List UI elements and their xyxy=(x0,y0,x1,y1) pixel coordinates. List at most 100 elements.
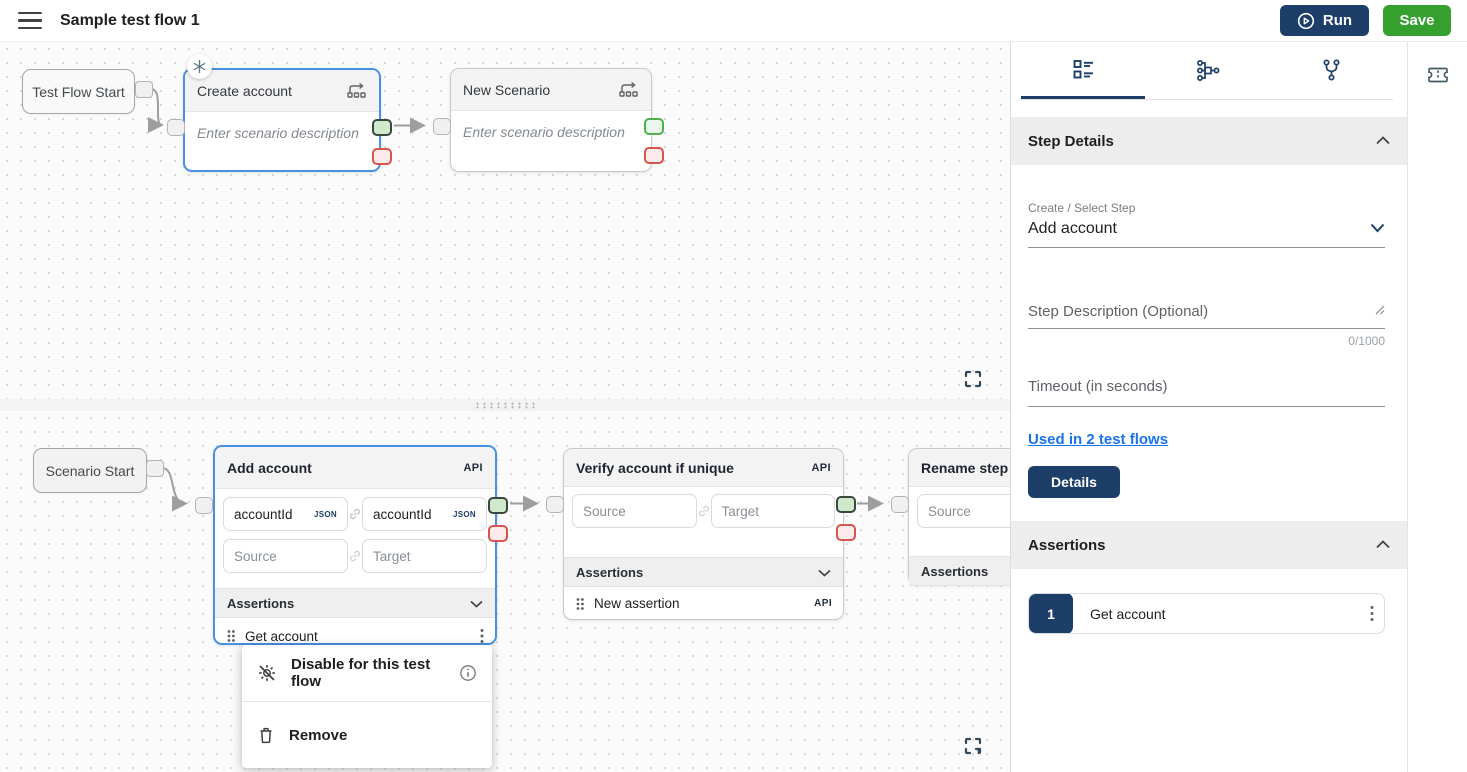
chevron-down-icon[interactable] xyxy=(470,596,483,611)
tab-flow-structure[interactable] xyxy=(1145,42,1269,99)
source-field[interactable]: accountId JSON xyxy=(223,497,348,531)
assertions-bar[interactable]: Assertions xyxy=(215,588,495,618)
ticket-icon[interactable] xyxy=(1425,65,1451,85)
scenario-canvas[interactable]: Scenario Start Add account API accountId… xyxy=(0,411,1010,772)
target-field[interactable]: Target xyxy=(710,494,835,528)
json-type-badge: JSON xyxy=(314,509,337,519)
expand-pane-icon[interactable] xyxy=(963,736,983,756)
flow-title: Sample test flow 1 xyxy=(60,11,200,29)
tab-branches[interactable] xyxy=(1269,42,1393,99)
step-header: Add account API xyxy=(215,447,495,489)
expand-pane-icon[interactable] xyxy=(963,369,983,389)
input-port[interactable] xyxy=(433,118,451,135)
scenario-header: New Scenario xyxy=(451,69,651,111)
drag-handle-icon[interactable] xyxy=(575,597,585,611)
api-badge: API xyxy=(814,598,832,609)
timeout-input[interactable]: Timeout (in seconds) xyxy=(1028,378,1385,407)
used-in-test-flows-link[interactable]: Used in 2 test flows xyxy=(1028,431,1169,448)
source-field[interactable]: Source xyxy=(572,494,697,528)
mapping-row: Source Target xyxy=(572,494,835,528)
output-port[interactable] xyxy=(135,81,153,98)
right-toolbar-strip xyxy=(1407,42,1467,772)
step-select[interactable]: Add account xyxy=(1028,220,1385,248)
success-port[interactable] xyxy=(372,119,392,136)
scenario-node-create-account[interactable]: Create account Enter scenario descriptio… xyxy=(167,54,392,172)
flow-structure-icon xyxy=(1196,60,1219,81)
pane-splitter[interactable] xyxy=(0,399,1010,411)
top-bar: Sample test flow 1 Run Save xyxy=(0,0,1467,42)
menu-item-remove[interactable]: Remove xyxy=(242,702,492,768)
assertion-card[interactable]: 1 Get account xyxy=(1028,593,1385,634)
input-port[interactable] xyxy=(167,119,185,136)
assertion-row[interactable]: Get account xyxy=(215,618,495,654)
test-flow-canvas[interactable]: Test Flow Start Create account Enter sce… xyxy=(0,42,1010,399)
scenario-run-icon[interactable] xyxy=(346,82,367,99)
assertions-bar[interactable]: Assertions xyxy=(909,556,1010,586)
json-type-badge: JSON xyxy=(453,509,476,519)
tab-step-details[interactable] xyxy=(1021,42,1145,99)
chevron-up-icon[interactable] xyxy=(1376,536,1390,554)
target-field[interactable]: accountId JSON xyxy=(362,497,487,531)
asterisk-icon xyxy=(193,60,206,73)
section-header-step-details[interactable]: Step Details xyxy=(1011,117,1407,165)
disable-gear-icon xyxy=(259,665,275,681)
failure-port[interactable] xyxy=(644,147,664,164)
menu-item-disable[interactable]: Disable for this test flow xyxy=(242,645,492,701)
scenario-description-field[interactable]: Enter scenario description xyxy=(463,124,625,140)
output-port[interactable] xyxy=(146,460,164,477)
assertion-index-badge: 1 xyxy=(1029,594,1073,633)
assertion-row[interactable]: New assertion API xyxy=(564,587,843,620)
scenario-start-node[interactable]: Scenario Start xyxy=(33,448,147,493)
scenario-node-new-scenario[interactable]: New Scenario Enter scenario description xyxy=(433,68,664,172)
source-field[interactable]: Source xyxy=(917,494,1010,528)
chevron-down-icon[interactable] xyxy=(818,565,831,580)
assertions-bar[interactable]: Assertions xyxy=(564,557,843,587)
save-button[interactable]: Save xyxy=(1383,5,1451,36)
failure-port[interactable] xyxy=(372,148,392,165)
mapping-row: Source Target xyxy=(223,539,487,573)
failure-port[interactable] xyxy=(488,525,508,542)
section-header-assertions[interactable]: Assertions xyxy=(1011,521,1407,569)
kebab-menu-icon[interactable] xyxy=(480,628,484,644)
drag-handle-icon[interactable] xyxy=(226,629,236,643)
input-port[interactable] xyxy=(195,497,213,514)
menu-icon[interactable] xyxy=(18,11,42,30)
kebab-menu-icon[interactable] xyxy=(1370,605,1374,622)
info-icon[interactable] xyxy=(459,664,477,682)
run-button[interactable]: Run xyxy=(1280,5,1369,36)
link-icon xyxy=(347,549,363,563)
step-description-input[interactable]: Step Description (Optional) xyxy=(1028,302,1385,329)
step-header: Rename step xyxy=(909,449,1010,487)
branch-icon xyxy=(1322,59,1340,81)
target-field[interactable]: Target xyxy=(362,539,487,573)
assertion-context-menu: Disable for this test flow Remove xyxy=(242,645,492,768)
step-header: Verify account if unique API xyxy=(564,449,843,487)
success-port[interactable] xyxy=(644,118,664,135)
splitter-handle-icon xyxy=(474,401,536,409)
chevron-up-icon[interactable] xyxy=(1376,132,1390,150)
resize-handle-icon[interactable] xyxy=(1374,302,1385,320)
source-field[interactable]: Source xyxy=(223,539,348,573)
input-port[interactable] xyxy=(546,496,564,513)
input-port[interactable] xyxy=(891,496,909,513)
mapping-row: Source xyxy=(917,494,1010,528)
step-node-verify-account[interactable]: Verify account if unique API Source Targ… xyxy=(546,448,856,620)
success-port[interactable] xyxy=(488,497,508,514)
success-port[interactable] xyxy=(836,496,856,513)
api-badge: API xyxy=(811,461,831,474)
failure-port[interactable] xyxy=(836,524,856,541)
scenario-run-icon[interactable] xyxy=(618,81,639,98)
right-panel: Step Details Create / Select Step Add ac… xyxy=(1010,42,1407,772)
new-item-asterisk-badge xyxy=(187,54,212,79)
scenario-description-field[interactable]: Enter scenario description xyxy=(197,125,359,141)
api-badge: API xyxy=(463,461,483,474)
link-icon xyxy=(696,504,712,518)
test-flow-start-node[interactable]: Test Flow Start xyxy=(22,69,135,114)
link-icon xyxy=(347,507,363,521)
chevron-down-icon xyxy=(1370,220,1385,238)
step-node-rename-step[interactable]: Rename step Source Assertions xyxy=(891,448,1010,586)
step-node-add-account[interactable]: Add account API accountId JSON accountId… xyxy=(195,445,508,645)
scenario-header: Create account xyxy=(185,70,379,112)
details-button[interactable]: Details xyxy=(1028,466,1120,498)
